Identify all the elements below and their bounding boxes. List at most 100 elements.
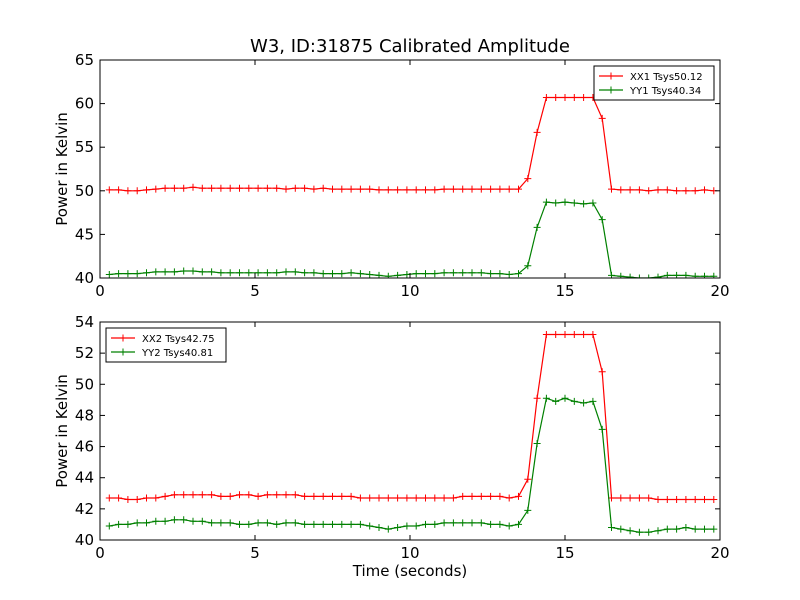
- data-point: [589, 397, 597, 405]
- data-point: [580, 331, 588, 338]
- data-point: [608, 524, 615, 531]
- legend: XX2 Tsys42.75 YY2 Tsys40.81: [105, 327, 227, 363]
- y-tick-label: 40: [75, 531, 94, 549]
- data-point: [217, 184, 225, 192]
- data-point: [282, 268, 290, 276]
- data-point: [319, 520, 327, 528]
- data-point: [133, 519, 141, 527]
- data-point: [515, 185, 522, 193]
- data-point: [542, 198, 550, 206]
- data-point: [496, 185, 504, 193]
- data-point: [226, 184, 234, 192]
- data-point: [477, 185, 485, 193]
- data-point: [273, 184, 281, 192]
- data-point: [673, 496, 681, 503]
- data-point: [524, 506, 532, 514]
- x-tick-label: 0: [95, 544, 105, 562]
- data-point: [422, 494, 429, 502]
- chart-title: W3, ID:31875 Calibrated Amplitude: [250, 36, 570, 57]
- data-point: [143, 186, 150, 194]
- data-point: [291, 519, 299, 527]
- data-point: [701, 186, 708, 194]
- data-point: [449, 519, 457, 527]
- data-point: [273, 520, 281, 528]
- data-point: [245, 520, 253, 528]
- data-point: [105, 271, 113, 278]
- data-point: [115, 520, 123, 528]
- data-point: [431, 186, 439, 194]
- data-point: [459, 269, 467, 277]
- data-point: [691, 525, 699, 533]
- data-point: [356, 185, 364, 193]
- y-tick-label: 46: [75, 438, 94, 456]
- data-point: [663, 525, 671, 533]
- data-point: [226, 519, 234, 527]
- data-point: [580, 200, 588, 208]
- series-yy2: [105, 394, 718, 536]
- x-axis-label: Time (seconds): [352, 562, 468, 580]
- data-point: [505, 271, 513, 278]
- y-tick-label: 48: [75, 406, 94, 424]
- data-point: [282, 185, 290, 193]
- data-point: [347, 520, 355, 528]
- data-point: [561, 394, 569, 402]
- data-point: [505, 185, 513, 193]
- data-point: [552, 199, 560, 207]
- data-point: [626, 273, 634, 278]
- data-point: [356, 520, 364, 528]
- data-point: [524, 475, 532, 483]
- y-tick-label: 54: [75, 313, 94, 331]
- data-point: [412, 270, 420, 278]
- data-point: [682, 524, 690, 531]
- data-point: [180, 267, 188, 275]
- data-point: [477, 269, 485, 277]
- data-point: [598, 425, 606, 433]
- data-point: [263, 184, 271, 192]
- data-point: [496, 270, 504, 278]
- data-point: [310, 520, 318, 528]
- y-tick-label: 45: [75, 225, 94, 243]
- data-point: [124, 270, 132, 278]
- data-point: [533, 394, 541, 402]
- data-point: [449, 269, 457, 277]
- x-tick-label: 10: [400, 544, 419, 562]
- data-point: [412, 522, 420, 530]
- data-point: [254, 184, 262, 192]
- data-point: [319, 492, 327, 500]
- data-point: [440, 494, 448, 502]
- data-point: [654, 527, 662, 535]
- data-point: [375, 494, 383, 502]
- data-point: [236, 491, 243, 499]
- data-point: [180, 184, 188, 192]
- data-point: [524, 175, 532, 183]
- data-point: [487, 270, 495, 278]
- data-point: [375, 186, 383, 194]
- data-point: [226, 269, 234, 277]
- data-point: [133, 187, 141, 195]
- data-point: [431, 520, 439, 528]
- y-axis-label: Power in Kelvin: [53, 112, 71, 226]
- x-tick-label: 10: [400, 282, 419, 300]
- data-point: [226, 492, 234, 500]
- data-point: [329, 520, 336, 528]
- data-point: [701, 272, 708, 278]
- data-point: [301, 520, 309, 528]
- data-point: [356, 494, 364, 502]
- data-point: [115, 186, 123, 194]
- x-tick-label: 20: [710, 544, 729, 562]
- x-tick-label: 5: [250, 544, 260, 562]
- data-point: [710, 525, 718, 533]
- data-point: [319, 184, 327, 192]
- data-point: [626, 186, 634, 194]
- data-point: [626, 494, 634, 502]
- data-point: [310, 492, 318, 500]
- legend-entry: XX2 Tsys42.75: [111, 334, 215, 345]
- data-point: [263, 269, 271, 277]
- data-point: [663, 496, 671, 503]
- data-point: [449, 185, 457, 193]
- data-point: [654, 273, 662, 278]
- data-point: [236, 184, 243, 192]
- data-point: [105, 186, 113, 194]
- data-point: [635, 494, 643, 502]
- data-point: [198, 184, 206, 192]
